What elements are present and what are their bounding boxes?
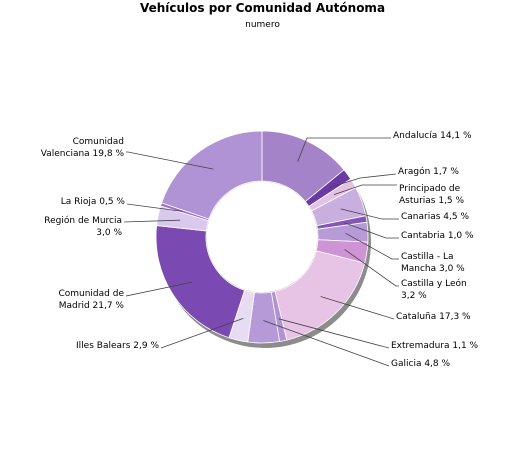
slice-label: Canarias 4,5 % — [401, 212, 469, 222]
slice-label-line: Valenciana 19,8 % — [41, 149, 125, 159]
slice-label: Illes Balears 2,9 % — [76, 341, 159, 351]
slice-label: Castilla - La Mancha 3,0 % — [401, 252, 465, 274]
leader-line — [333, 184, 397, 196]
slice-label-line: 3,2 % — [401, 291, 427, 301]
slice-label-line: Aragón 1,7 % — [398, 166, 459, 177]
leader-line — [125, 281, 192, 297]
leader-line — [160, 318, 244, 349]
slice-label-line: Madrid 21,7 % — [59, 301, 125, 311]
slice-label-line: Canarias 4,5 % — [401, 212, 469, 222]
slice-label-line: Cantabria 1,0 % — [401, 231, 474, 241]
slice-label: Principado de Asturias 1,5 % — [399, 184, 465, 206]
chart-subtitle: numero — [245, 20, 280, 30]
leader-line — [126, 151, 214, 170]
leader-line — [344, 222, 399, 239]
slice-label-line: Extremadura 1,1 % — [391, 341, 479, 351]
slice-label-line: Galicia 4,8 % — [391, 359, 450, 369]
slice-label-line: Comunidad de — [58, 289, 124, 299]
leader-line — [345, 232, 399, 260]
slice-label: Extremadura 1,1 % — [391, 341, 479, 351]
slice-label: Cantabria 1,0 % — [401, 231, 474, 241]
slice-label-line: Asturias 1,5 % — [399, 196, 465, 206]
leader-line — [329, 173, 397, 189]
slice-label: Cataluña 17,3 % — [396, 312, 471, 322]
slice-label: La Rioja 0,5 % — [61, 197, 126, 207]
leader-line — [278, 318, 390, 349]
leader-line — [320, 296, 395, 320]
slice-label: Comunidad de Madrid 21,7 % — [58, 289, 124, 311]
slice-label: Comunidad Valenciana 19,8 % — [41, 137, 125, 159]
leader-line — [344, 249, 399, 287]
slice-label-line: 3,0 % — [96, 228, 122, 238]
slice-label-line: Andalucía 14,1 % — [393, 131, 472, 141]
leader-line — [297, 137, 391, 162]
slice-label: Aragón 1,7 % — [398, 166, 459, 177]
slice-label: Andalucía 14,1 % — [393, 131, 472, 141]
slice-label-line: Illes Balears 2,9 % — [76, 341, 159, 351]
slice-label-line: Principado de — [399, 184, 461, 194]
slice-label-line: Castilla - La — [401, 252, 454, 262]
donut-slice — [161, 130, 263, 220]
slice-label-line: La Rioja 0,5 % — [61, 197, 126, 207]
slice-label: Galicia 4,8 % — [391, 359, 450, 369]
leader-line — [263, 320, 390, 367]
slice-label-line: Castilla y León — [401, 278, 467, 289]
slice-label-line: Mancha 3,0 % — [401, 264, 465, 274]
slice-label: Castilla y León 3,2 % — [401, 278, 467, 301]
chart-title: Vehículos por Comunidad Autónoma — [139, 1, 386, 15]
slice-label-line: Región de Murcia — [44, 215, 122, 226]
leader-line — [340, 208, 399, 220]
leader-line — [123, 219, 181, 223]
slice-label-line: Comunidad — [73, 137, 124, 147]
leader-line — [126, 203, 183, 212]
slice-label-line: Cataluña 17,3 % — [396, 312, 471, 322]
donut-hole — [206, 181, 318, 293]
slice-label: Región de Murcia 3,0 % — [44, 215, 122, 238]
